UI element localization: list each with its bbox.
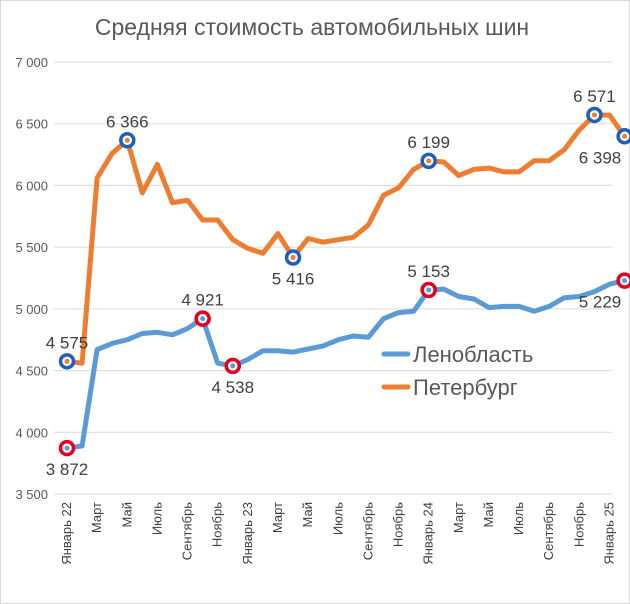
x-tick-label: Июль <box>330 502 345 535</box>
y-tick-label: 4 500 <box>15 364 48 379</box>
legend: Ленобласть Петербург <box>381 342 533 400</box>
x-tick-label: Январь 24 <box>421 502 436 565</box>
y-tick-label: 6 000 <box>15 178 48 193</box>
legend-label: Ленобласть <box>413 342 533 367</box>
data-marker-core <box>622 278 628 284</box>
y-tick-label: 6 500 <box>15 117 48 132</box>
series-line <box>64 278 628 451</box>
data-label: 4 538 <box>211 378 254 397</box>
x-tick-label: Март <box>451 502 466 533</box>
y-tick-label: 4 000 <box>15 425 48 440</box>
data-marker-core <box>591 112 597 118</box>
data-label: 3 872 <box>46 460 89 479</box>
data-label: 6 199 <box>407 133 450 152</box>
data-marker-core <box>230 363 236 369</box>
data-label: 6 571 <box>573 87 616 106</box>
series-lines <box>64 112 628 451</box>
data-marker-core <box>64 358 70 364</box>
legend-label: Петербург <box>413 375 518 400</box>
x-tick-label: Май <box>300 502 315 527</box>
y-tick-label: 5 500 <box>15 240 48 255</box>
y-tick-label: 3 500 <box>15 487 48 502</box>
x-tick-label: Ноябрь <box>571 502 586 547</box>
data-label: 5 153 <box>407 262 450 281</box>
data-marker-core <box>64 445 70 451</box>
chart-title: Средняя стоимость автомобильных шин <box>95 14 529 40</box>
x-tick-label: Январь 22 <box>59 502 74 565</box>
data-label: 4 575 <box>46 333 89 352</box>
data-marker-core <box>622 133 628 139</box>
x-tick-label: Март <box>89 502 104 533</box>
y-tick-label: 5 000 <box>15 302 48 317</box>
x-tick-label: Май <box>481 502 496 527</box>
y-tick-label: 7 000 <box>15 55 48 70</box>
data-label: 5 416 <box>272 270 315 289</box>
x-tick-label: Январь 25 <box>602 502 617 565</box>
y-axis-ticks: 3 500 4 000 4 500 5 000 5 500 6 000 6 500 7 000 <box>15 55 48 502</box>
data-marker-core <box>200 316 206 322</box>
data-markers <box>58 106 630 457</box>
x-tick-label: Ноябрь <box>391 502 406 547</box>
data-label: 6 366 <box>106 112 149 131</box>
data-marker-core <box>124 137 130 143</box>
series-line <box>64 112 628 366</box>
data-label: 6 398 <box>579 148 622 167</box>
data-marker-core <box>426 158 432 164</box>
x-tick-label: Июль <box>511 502 526 535</box>
x-tick-label: Май <box>119 502 134 527</box>
x-tick-label: Январь 23 <box>240 502 255 565</box>
data-label: 4 921 <box>181 291 224 310</box>
data-labels: 3 872 4 921 4 538 5 153 5 229 4 575 6 366 5 416… <box>46 87 622 479</box>
x-tick-label: Сентябрь <box>541 502 556 560</box>
x-tick-label: Ноябрь <box>210 502 225 547</box>
x-tick-label: Март <box>270 502 285 533</box>
data-marker-core <box>426 287 432 293</box>
data-marker-core <box>290 255 296 261</box>
data-label: 5 229 <box>579 293 622 312</box>
x-axis-ticks: Январь 22 Март Май Июль Сентябрь Ноябрь Январь… <box>59 502 617 565</box>
x-tick-label: Июль <box>149 502 164 535</box>
x-tick-label: Сентябрь <box>180 502 195 560</box>
x-tick-label: Сентябрь <box>360 502 375 560</box>
